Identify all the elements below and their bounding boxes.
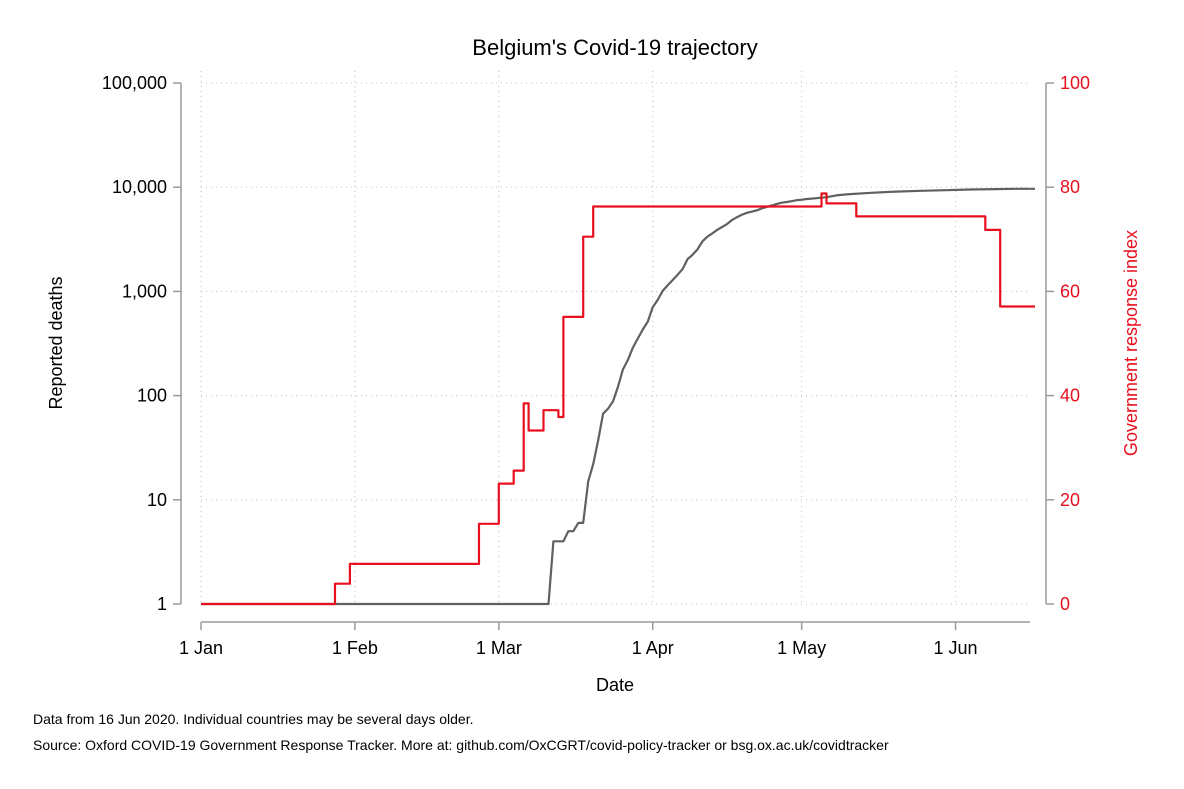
right-tick-label: 20 [1060,490,1080,510]
right-axis-label: Government response index [1121,230,1141,456]
left-tick-label: 100,000 [102,73,167,93]
data-note: Data from 16 Jun 2020. Individual countr… [33,711,474,727]
right-tick-label: 80 [1060,177,1080,197]
chart-title: Belgium's Covid-19 trajectory [472,35,757,60]
right-tick-label: 0 [1060,594,1070,614]
right-tick-label: 100 [1060,73,1090,93]
left-axis-label: Reported deaths [46,276,66,409]
left-tick-label: 100 [137,386,167,406]
x-tick-label: 1 Mar [476,638,522,658]
x-tick-label: 1 Jan [179,638,223,658]
right-tick-label: 40 [1060,386,1080,406]
x-tick-label: 1 Jun [934,638,978,658]
x-tick-label: 1 Apr [632,638,674,658]
x-tick-label: 1 May [777,638,826,658]
deaths-line [201,187,1035,606]
left-tick-label: 1 [157,594,167,614]
source-note: Source: Oxford COVID-19 Government Respo… [33,737,889,753]
left-tick-label: 1,000 [122,281,167,301]
right-tick-label: 60 [1060,281,1080,301]
x-tick-label: 1 Feb [332,638,378,658]
left-tick-label: 10 [147,490,167,510]
x-axis-label: Date [596,675,634,695]
response-index-line [201,192,1035,606]
left-tick-label: 10,000 [112,177,167,197]
